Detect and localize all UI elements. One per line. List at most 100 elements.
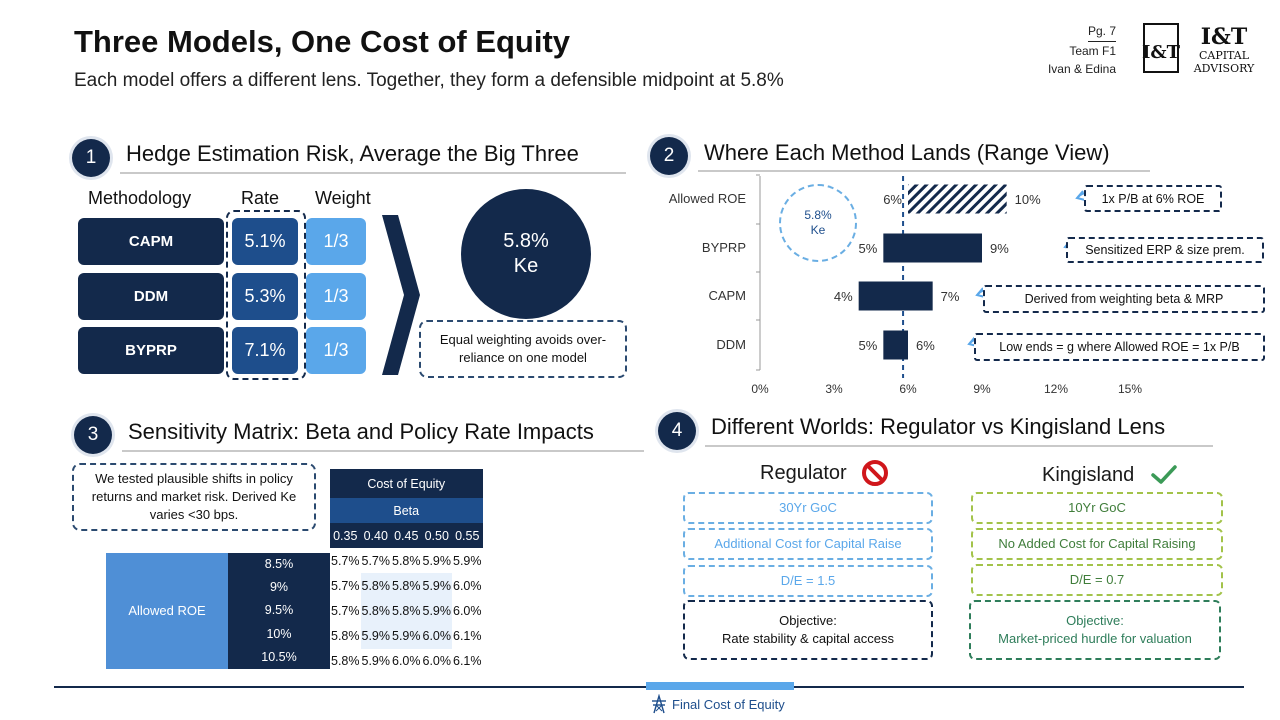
page-title: Three Models, One Cost of Equity — [74, 24, 571, 59]
weight-capm: 1/3 — [306, 218, 366, 265]
section2-divider — [698, 170, 1150, 172]
range-bar — [883, 233, 982, 263]
x-tick-label: 9% — [973, 382, 991, 396]
regulator-item-1: 30Yr GoC — [683, 492, 933, 524]
regulator-objective-text: Rate stability & capital access — [722, 631, 894, 646]
matrix-cell: 5.9% — [421, 548, 452, 574]
ke-result-label: Ke — [513, 255, 539, 277]
transmission-tower-icon — [652, 694, 666, 714]
authors-label: Ivan & Edina — [1047, 62, 1116, 76]
matrix-cell: 6.1% — [452, 648, 483, 674]
ke-result-circle: 5.8% Ke — [461, 189, 591, 319]
matrix-cell: 5.9% — [421, 598, 452, 624]
kingisland-objective: Objective: Market-priced hurdle for valu… — [969, 600, 1221, 660]
col-weight: Weight — [315, 188, 371, 208]
beta-header-cell: 0.45 — [391, 523, 422, 548]
matrix-cell: 5.7% — [330, 573, 361, 599]
bar-high-label: 10% — [1015, 192, 1041, 207]
matrix-cell: 5.8% — [391, 573, 422, 599]
callout-arrowhead-icon — [975, 287, 986, 298]
x-tick-label: 0% — [751, 382, 769, 396]
section1-divider — [120, 172, 626, 174]
checkmark-icon — [1151, 465, 1177, 484]
bar-high-label: 6% — [916, 338, 935, 353]
kingisland-objective-text: Market-priced hurdle for valuation — [998, 631, 1192, 646]
matrix-cell: 5.7% — [330, 548, 361, 574]
logo-line2: CAPITAL — [1199, 49, 1250, 62]
chevron-right-icon — [382, 215, 420, 375]
matrix-cell: 5.8% — [391, 548, 422, 574]
logo-line1: I&T — [1201, 24, 1248, 50]
method-capm: CAPM — [78, 218, 224, 265]
sensitivity-note: We tested plausible shifts in policy ret… — [72, 463, 316, 531]
logo-line3: ADVISORY — [1193, 62, 1255, 75]
ke-midpoint-badge: 5.8% Ke — [779, 184, 857, 262]
matrix-title: Cost of Equity — [330, 469, 483, 498]
regulator-item-3: D/E = 1.5 — [683, 565, 933, 597]
prohibited-icon — [862, 460, 888, 486]
section4-title: Different Worlds: Regulator vs Kingislan… — [711, 414, 1166, 439]
bar-low-label: 5% — [859, 241, 878, 256]
matrix-cell: 5.7% — [330, 598, 361, 624]
col-methodology: Methodology — [88, 188, 192, 208]
category-label: Allowed ROE — [669, 191, 747, 206]
matrix-cell: 6.0% — [391, 648, 422, 674]
weight-ddm: 1/3 — [306, 273, 366, 320]
rate-byprp: 7.1% — [232, 327, 298, 374]
callout-arrowhead-icon — [1075, 190, 1086, 201]
matrix-cell: 5.9% — [360, 623, 391, 649]
page-number: Pg. 7 — [1087, 22, 1116, 42]
section3-divider — [122, 450, 644, 452]
bar-low-label: 4% — [834, 289, 853, 304]
matrix-cell: 6.1% — [452, 623, 483, 649]
page-info: Pg. 7 Team F1 Ivan & Edina — [1048, 22, 1116, 78]
range-bar — [908, 184, 1007, 214]
x-tick-label: 15% — [1118, 382, 1142, 396]
matrix-cell: 5.8% — [330, 623, 361, 649]
beta-header-cell: 0.35 — [330, 523, 361, 548]
roe-row-label: 10.5% — [261, 649, 297, 664]
x-tick-label: 12% — [1044, 382, 1068, 396]
section3-title: Sensitivity Matrix: Beta and Policy Rate… — [128, 419, 594, 444]
section3-badge: 3 — [74, 416, 112, 454]
range-chart: 0% 3% 6% 9% 12% 15% Allowed ROE 6% 10% BYPRP 5% 9% C… — [669, 174, 1142, 396]
team-label: Team F1 — [1069, 44, 1116, 58]
section4-divider — [705, 445, 1213, 447]
callout-allowed-roe: 1x P/B at 6% ROE — [1084, 185, 1222, 212]
regulator-objective-label: Objective: — [779, 613, 837, 628]
ke-midpoint-value: 5.8% — [804, 208, 832, 222]
roe-row-label: 9% — [269, 580, 289, 595]
range-bar — [858, 281, 933, 311]
x-tick-label: 3% — [825, 382, 843, 396]
kingisland-item-3: D/E = 0.7 — [971, 564, 1223, 596]
section2-title: Where Each Method Lands (Range View) — [704, 140, 1110, 165]
roe-row-label: 8.5% — [264, 556, 294, 571]
callout-byprp: Sensitized ERP & size prem. — [1066, 237, 1264, 263]
roe-row-label: 10% — [266, 626, 292, 641]
matrix-cell: 5.8% — [360, 598, 391, 624]
matrix-cell: 5.9% — [360, 648, 391, 674]
method-ddm: DDM — [78, 273, 224, 320]
beta-header-cell: 0.50 — [421, 523, 452, 548]
bar-high-label: 7% — [941, 289, 960, 304]
section1-title: Hedge Estimation Risk, Average the Big T… — [126, 141, 579, 166]
matrix-cell: 6.0% — [452, 598, 483, 624]
matrix-cell: 5.8% — [330, 648, 361, 674]
roe-row-label: 9.5% — [264, 603, 294, 618]
footer-label[interactable]: Final Cost of Equity — [672, 697, 785, 712]
category-label: BYPRP — [702, 240, 746, 255]
matrix-cell: 5.7% — [360, 548, 391, 574]
matrix-cell: 5.8% — [360, 573, 391, 599]
company-logo: I&T I&T CAPITAL ADVISORY — [1142, 20, 1266, 76]
kingisland-item-2: No Added Cost for Capital Raising — [971, 528, 1223, 560]
matrix-cell: 6.0% — [421, 648, 452, 674]
bar-high-label: 9% — [990, 241, 1009, 256]
kingisland-title: Kingisland — [1042, 464, 1135, 486]
ke-midpoint-label: Ke — [810, 223, 826, 237]
regulator-title: Regulator — [760, 462, 847, 484]
matrix-cell: 6.0% — [452, 573, 483, 599]
beta-header-cell: 0.55 — [452, 523, 483, 548]
section2-badge: 2 — [650, 137, 688, 175]
matrix-cell: 5.9% — [391, 623, 422, 649]
callout-ddm: Low ends = g where Allowed ROE = 1x P/B — [974, 333, 1265, 361]
